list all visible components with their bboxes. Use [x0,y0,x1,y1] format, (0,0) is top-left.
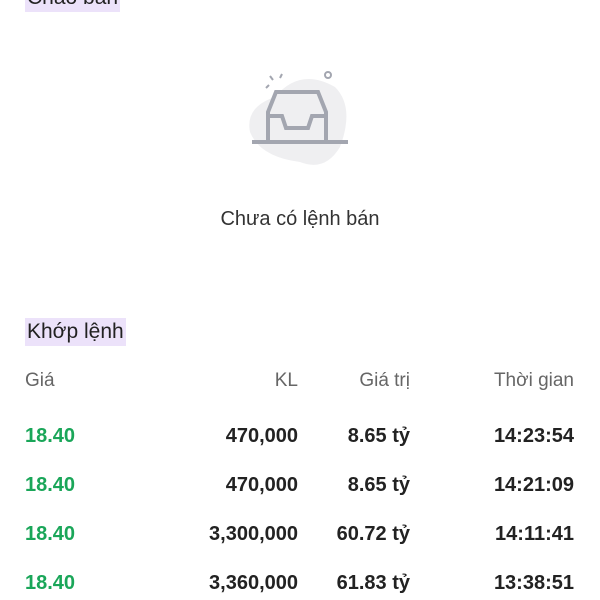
header-value: Giá trị [359,370,410,391]
header-time: Thời gian [493,370,574,391]
empty-inbox-icon [249,71,348,165]
value: 8.65 tỷ [347,425,410,447]
empty-state-text: Chưa có lệnh bán [220,208,380,230]
match-section-title: Khớp lệnh [25,318,126,346]
time: 14:23:54 [493,425,574,447]
price: 18.40 [25,523,76,545]
price: 18.40 [25,572,76,594]
price: 18.40 [25,425,76,447]
table-row: 18.40 470,000 8.65 tỷ 14:23:54 [0,421,600,451]
table-row: 18.40 3,360,000 61.83 tỷ 13:38:51 [0,568,600,598]
time: 14:11:41 [495,523,574,545]
volume: 470,000 [225,425,298,447]
value: 61.83 tỷ [336,572,410,594]
time: 13:38:51 [493,572,574,594]
volume: 470,000 [225,474,298,496]
time: 14:21:09 [493,474,574,496]
table-header: Giá KL Giá trị Thời gian [0,366,600,396]
value: 60.72 tỷ [336,523,410,545]
table-row: 18.40 3,300,000 60.72 tỷ 14:11:41 [0,519,600,549]
volume: 3,360,000 [209,572,298,594]
volume: 3,300,000 [209,523,298,545]
offer-section-title: Chào bán [25,0,121,12]
price: 18.40 [25,474,76,496]
header-price: Giá [25,370,55,391]
header-volume: KL [274,370,298,391]
value: 8.65 tỷ [347,474,410,496]
table-row: 18.40 470,000 8.65 tỷ 14:21:09 [0,470,600,500]
